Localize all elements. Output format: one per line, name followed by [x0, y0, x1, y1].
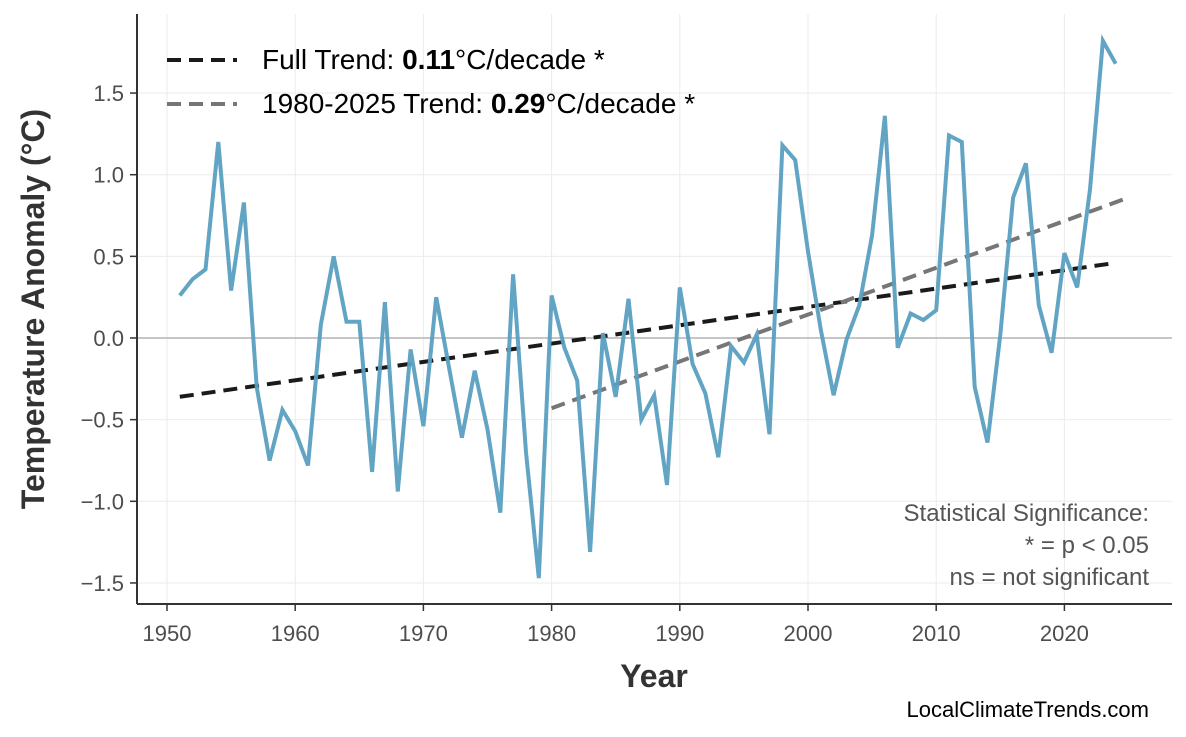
x-tick-label: 1970: [399, 621, 448, 646]
x-axis-title: Year: [620, 658, 688, 694]
x-tick-label: 2000: [784, 621, 833, 646]
x-ticks: 1950 1960 1970 1980 1990 2000 2010 2020: [143, 604, 1089, 646]
anomaly-series-line: [178, 34, 1118, 579]
y-tick-label: 0.0: [93, 326, 124, 351]
legend-label-full-trend: Full Trend: 0.11°C/decade *: [262, 44, 605, 75]
y-ticks: −1.5 −1.0 −0.5 0.0 0.5 1.0 1.5: [81, 81, 137, 596]
legend-item-1980-trend: 1980-2025 Trend: 0.29°C/decade *: [167, 88, 695, 119]
significance-note-title: Statistical Significance:: [904, 500, 1149, 527]
y-axis-title: Temperature Anomaly (°C): [15, 109, 51, 509]
x-tick-label: 1950: [143, 621, 192, 646]
x-tick-label: 1980: [527, 621, 576, 646]
legend-label-1980-trend: 1980-2025 Trend: 0.29°C/decade *: [262, 88, 695, 119]
x-tick-label: 1990: [655, 621, 704, 646]
legend: Full Trend: 0.11°C/decade * 1980-2025 Tr…: [167, 44, 695, 119]
y-tick-label: −0.5: [81, 408, 124, 433]
x-tick-label: 1960: [271, 621, 320, 646]
significance-note: Statistical Significance: * = p < 0.05 n…: [904, 500, 1150, 591]
y-tick-label: −1.5: [81, 571, 124, 596]
y-tick-label: 0.5: [93, 244, 124, 269]
y-tick-label: −1.0: [81, 489, 124, 514]
watermark: LocalClimateTrends.com: [907, 697, 1150, 722]
significance-note-line-1: * = p < 0.05: [1025, 532, 1149, 559]
x-tick-label: 2020: [1040, 621, 1089, 646]
legend-item-full-trend: Full Trend: 0.11°C/decade *: [167, 44, 605, 75]
full-trend-line: [179, 260, 1116, 399]
x-tick-label: 2010: [912, 621, 961, 646]
significance-note-line-2: ns = not significant: [950, 564, 1150, 591]
y-tick-label: 1.5: [93, 81, 124, 106]
trend-lines: [179, 195, 1130, 411]
y-tick-label: 1.0: [93, 163, 124, 188]
series: [178, 34, 1118, 579]
